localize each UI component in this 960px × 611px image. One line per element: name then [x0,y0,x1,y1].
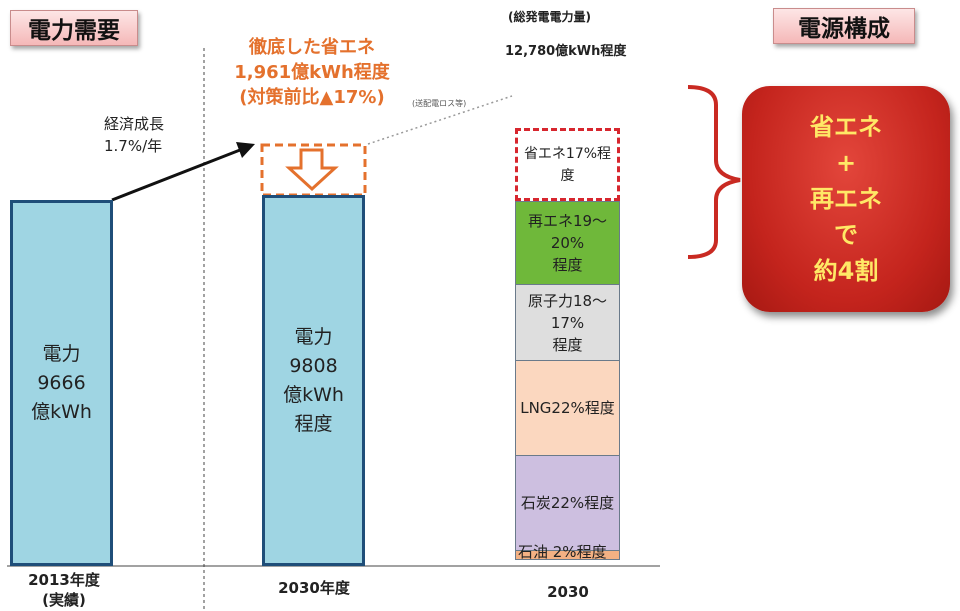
loss-note: (送配電ロス等) [412,99,467,108]
power-mix-stack: 省エネ17%程度 再エネ19〜20% 程度 原子力18〜17% 程度 LNG22%程… [515,128,620,561]
loss-leader-line [367,95,513,145]
bar-2030-unit: 億kWh [283,383,344,406]
segment-lng: LNG22%程度 [515,361,620,456]
growth-arrow [111,148,241,202]
bar-2013-value: 9666 [37,371,86,394]
growth-line2: 1.7%/年 [104,137,163,155]
segment-renewables-approx: 程度 [552,256,583,274]
segment-energy-saving-label: 省エネ17%程度 [523,145,612,184]
electricity-demand-tag: 電力需要 [10,10,138,46]
segment-nuclear-approx: 程度 [552,335,583,354]
segment-lng-label: LNG22%程度 [520,399,615,417]
bar-2030-label-1: 電力 [294,325,333,348]
total-generation-value: 12,780億kWh程度 [505,44,627,59]
segment-renewables-label: 再エネ19〜20% [527,212,608,252]
savings-dashed-box [260,143,367,197]
savings-line1: 徹底した省エネ [249,37,375,58]
savings-down-arrow [285,148,339,192]
total-generation-label: (総発電電力量) [508,10,591,24]
segment-energy-saving: 省エネ17%程度 [515,128,620,201]
segment-nuclear-label: 原子力18〜17% [527,291,608,332]
bar-2013-unit: 億kWh [31,400,92,423]
bar-2030-value: 9808 [289,354,338,377]
segment-nuclear: 原子力18〜17% 程度 [515,285,620,361]
callout-line4: で [834,221,858,249]
callout-line5: 約4割 [813,257,879,285]
x-tick-2013-note: (実績) [42,591,86,609]
bar-2030: 電力 9808 億kWh 程度 [262,195,365,566]
segment-oil: 石油 2%程度 [515,543,620,561]
savings-line2: 1,961億kWh程度 [234,62,390,83]
segment-renewables: 再エネ19〜20% 程度 [515,201,620,285]
savings-annotation: 徹底した省エネ 1,961億kWh程度 (対策前比▲17%) [214,35,410,110]
bar-2013-label-1: 電力 [42,342,81,365]
segment-coal: 石炭22%程度 [515,456,620,551]
savings-line3: (対策前比▲17%) [239,87,385,108]
x-tick-2030: 2030 [547,583,589,601]
conclusion-callout: 省エネ + 再エネ で 約4割 [742,86,950,312]
x-tick-2013-year: 2013年度 [28,571,100,589]
segment-coal-label: 石炭22%程度 [520,494,615,512]
growth-arrowhead [236,142,255,158]
bracket [687,85,741,259]
bar-2030-approx: 程度 [294,412,333,435]
callout-line1: 省エネ [810,113,882,141]
electricity-demand-tag-label: 電力需要 [28,18,120,44]
growth-line1: 経済成長 [104,115,165,133]
segment-oil-label: 石油 2%程度 [518,543,607,561]
power-mix-tag: 電源構成 [773,8,915,44]
bar-2013: 電力 9666 億kWh [10,200,113,566]
power-mix-tag-label: 電源構成 [798,16,890,42]
callout-line2: + [835,149,857,177]
callout-line3: 再エネ [810,185,882,213]
growth-text: 経済成長 1.7%/年 [104,113,164,157]
x-tick-2030fy: 2030年度 [278,579,350,597]
x-tick-2013: 2013年度 (実績) [14,570,114,610]
